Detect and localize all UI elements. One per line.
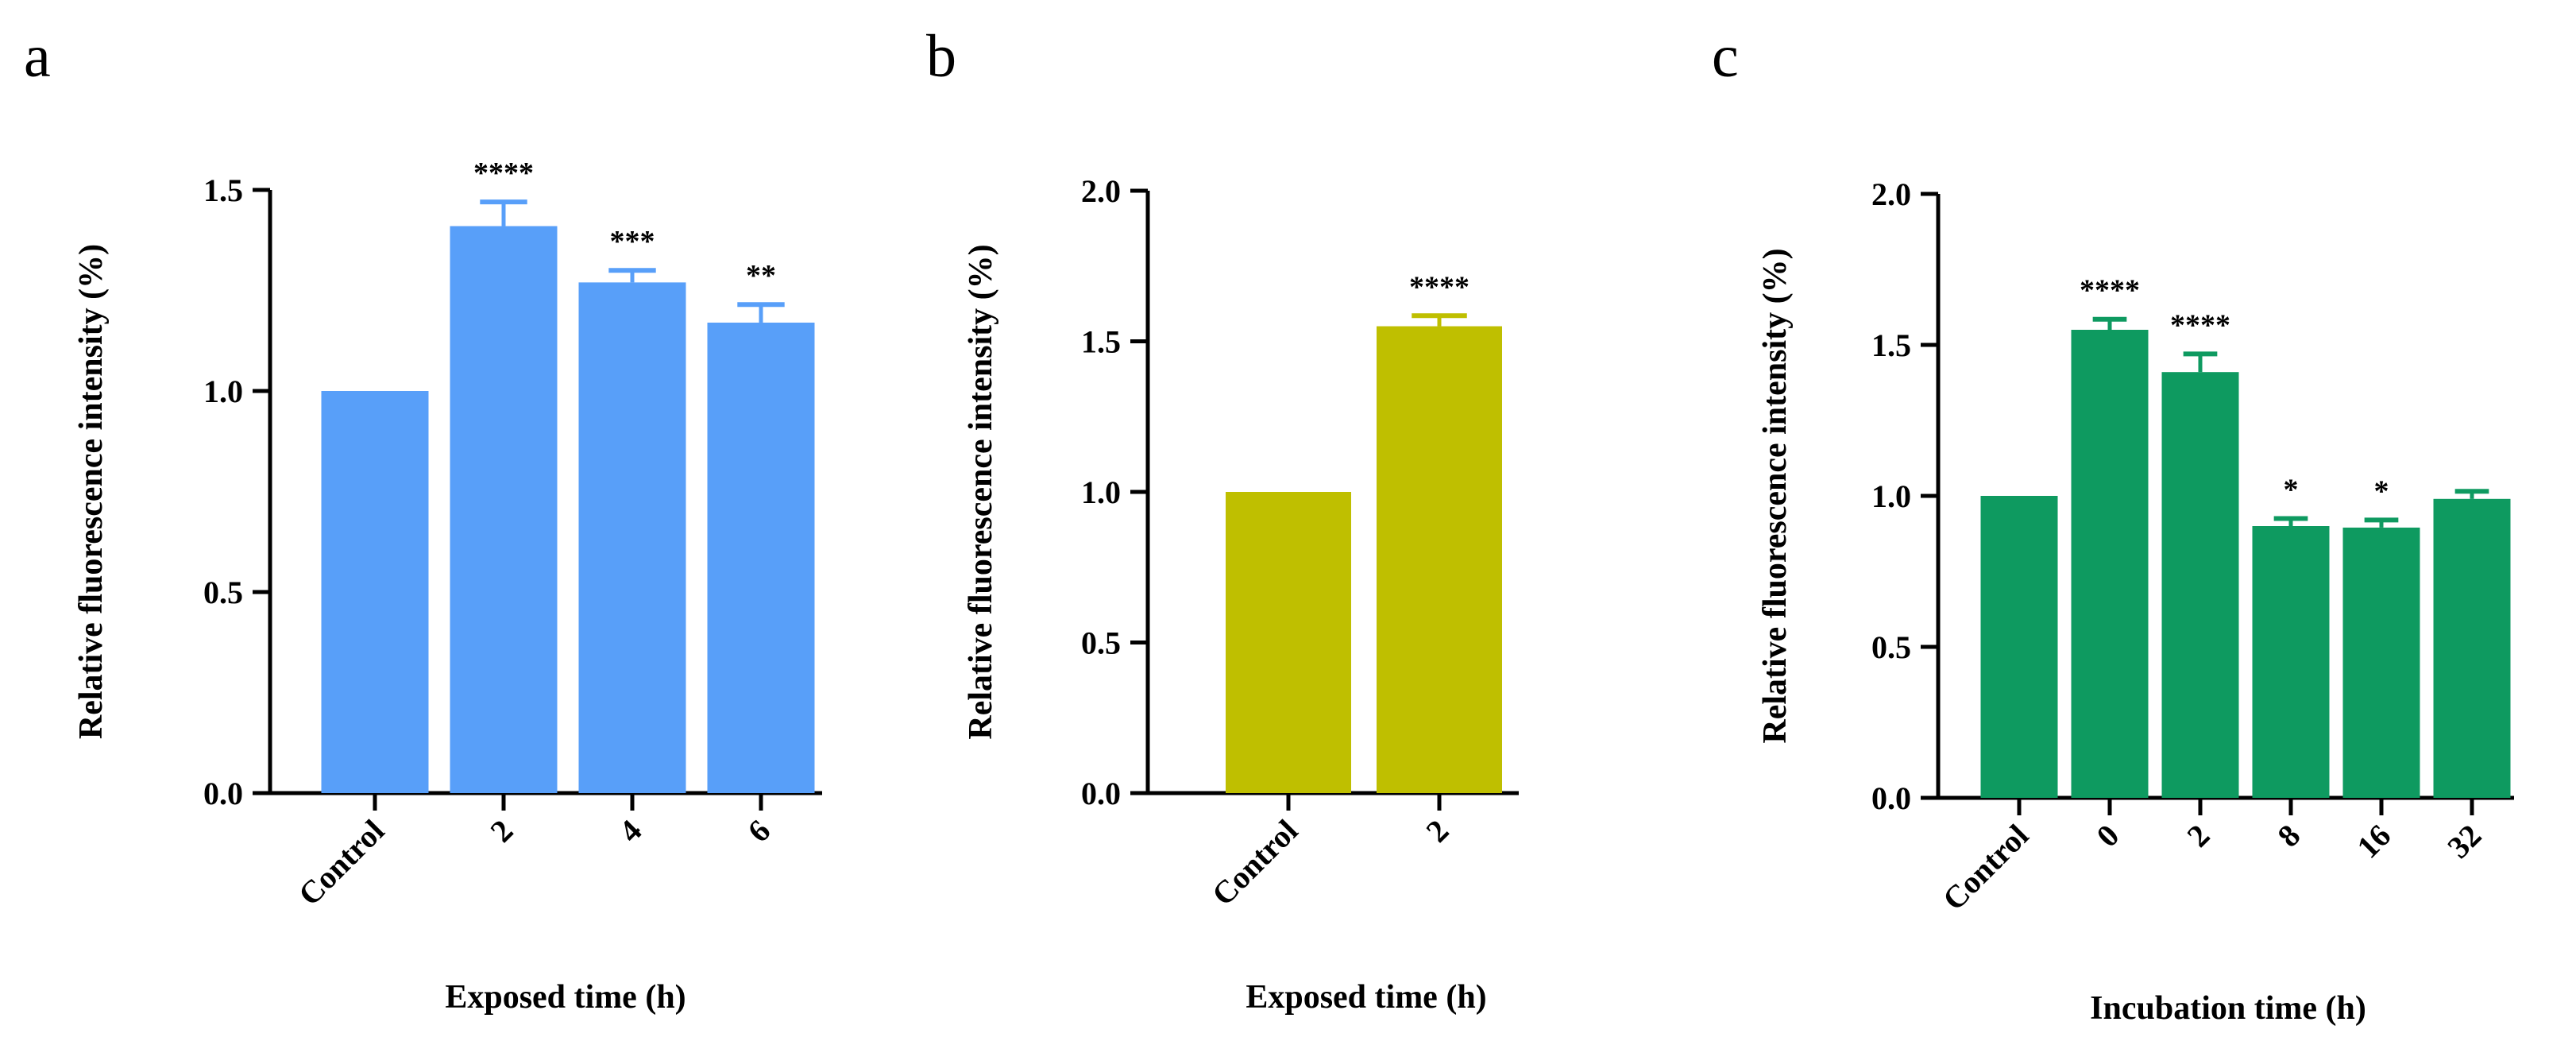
x-axis-title: Exposed time (h) xyxy=(1246,979,1486,1016)
y-tick-label: 0.0 xyxy=(1871,780,1911,816)
y-tick-label: 1.0 xyxy=(1081,474,1121,510)
y-tick-label: 0.5 xyxy=(203,575,243,610)
bar xyxy=(1377,326,1502,793)
bar xyxy=(2252,526,2330,798)
bar xyxy=(450,226,558,793)
y-tick-label: 1.0 xyxy=(203,373,243,409)
panel-letter: b xyxy=(926,23,956,90)
y-tick-label: 0.5 xyxy=(1081,625,1121,661)
panel-letter: a xyxy=(24,23,51,90)
y-tick-label: 1.5 xyxy=(1081,324,1121,360)
bar xyxy=(321,391,429,793)
x-tick-label: 32 xyxy=(2440,818,2488,865)
x-axis-title: Incubation time (h) xyxy=(2090,990,2366,1027)
x-tick-label: 0 xyxy=(2089,818,2126,854)
y-tick-label: 1.5 xyxy=(203,172,243,208)
bar xyxy=(2433,498,2511,798)
x-tick-label: Control xyxy=(1936,818,2036,918)
y-tick-label: 2.0 xyxy=(1871,176,1911,212)
y-tick-label: 0.5 xyxy=(1871,629,1911,665)
x-tick-label: 2 xyxy=(483,813,519,850)
significance-label: *** xyxy=(610,225,655,258)
y-tick-label: 2.0 xyxy=(1081,173,1121,209)
x-tick-label: 8 xyxy=(2270,818,2307,854)
x-tick-label: 4 xyxy=(612,813,648,850)
x-tick-label: Control xyxy=(1205,813,1305,913)
y-tick-label: 0.0 xyxy=(203,776,243,811)
chart-panel-c: c 0.0 0.5 1.0 1.5 2.0 Relative fluorescence in… xyxy=(1712,23,2514,1027)
x-tick-label: 2 xyxy=(1419,813,1455,850)
chart-panel-a: a 0.0 0.5 1.0 1.5 Relative fluorescence inten… xyxy=(24,23,822,1016)
significance-label: **** xyxy=(2080,274,2140,308)
bar xyxy=(2161,372,2239,798)
chart-panel-b: b 0.0 0.5 1.0 1.5 2.0 Relative fluorescence in… xyxy=(926,23,1519,1016)
x-tick-label: 16 xyxy=(2350,818,2397,865)
x-axis-title: Exposed time (h) xyxy=(445,979,686,1016)
significance-label: **** xyxy=(473,157,534,190)
significance-label: **** xyxy=(1409,270,1470,304)
y-tick-label: 0.0 xyxy=(1081,776,1121,811)
x-tick-label: 2 xyxy=(2180,818,2216,854)
significance-label: **** xyxy=(2170,308,2230,342)
y-tick-label: 1.5 xyxy=(1871,327,1911,363)
bar xyxy=(2071,330,2149,798)
x-tick-label: 6 xyxy=(740,813,777,850)
panel-letter: c xyxy=(1712,23,1739,90)
y-axis-title: Relative fluorescence intensity (%) xyxy=(1757,248,1794,743)
significance-label: * xyxy=(2284,474,2299,507)
bar xyxy=(2342,527,2420,798)
bar xyxy=(707,322,815,794)
bar xyxy=(1980,496,2058,798)
significance-label: * xyxy=(2374,474,2389,508)
y-tick-label: 1.0 xyxy=(1871,478,1911,514)
x-tick-label: Control xyxy=(292,813,392,913)
bar xyxy=(1226,492,1351,793)
bar xyxy=(578,282,686,793)
significance-label: ** xyxy=(746,259,776,292)
y-axis-title: Relative fluorescence intensity (%) xyxy=(73,244,110,739)
y-axis-title: Relative fluorescence intensity (%) xyxy=(963,244,999,739)
